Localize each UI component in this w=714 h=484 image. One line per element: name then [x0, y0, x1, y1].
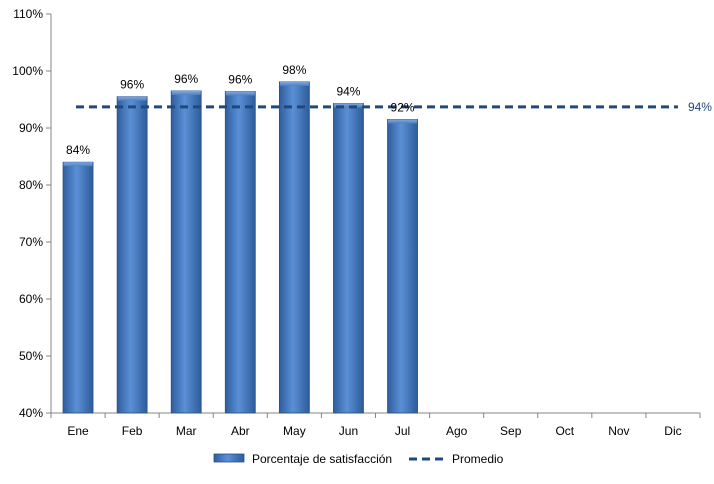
bar-top-highlight: [117, 96, 147, 101]
legend: Porcentaje de satisfacción Promedio: [213, 452, 504, 466]
x-tick-label: Sep: [500, 424, 522, 438]
average-data-label: 94%: [688, 100, 712, 114]
bars-layer: [62, 81, 418, 414]
bar-data-label: 84%: [66, 143, 90, 157]
x-tick-label: Jun: [339, 424, 358, 438]
bar-top-highlight: [171, 90, 201, 95]
bar: [116, 96, 148, 414]
bar-top-highlight: [388, 119, 418, 124]
x-tick-label: Nov: [608, 424, 629, 438]
x-tick-label: Ago: [446, 424, 468, 438]
bar-data-label: 96%: [174, 72, 198, 86]
y-tick-label: 90%: [19, 121, 43, 135]
bar-data-label: 96%: [228, 73, 252, 87]
bar-top-highlight: [333, 103, 363, 108]
x-tick-label: Dic: [664, 424, 681, 438]
bar: [62, 161, 94, 414]
x-tick-label: Feb: [122, 424, 143, 438]
x-tick-label: Abr: [231, 424, 250, 438]
bar-data-label: 92%: [391, 100, 415, 114]
x-tick-label: Oct: [555, 424, 574, 438]
bar: [387, 119, 418, 414]
bar-top-highlight: [225, 91, 255, 96]
x-tick-label: May: [283, 424, 306, 438]
bar-data-label: 94%: [336, 84, 360, 98]
x-tick-label: Ene: [67, 424, 89, 438]
bar-data-label: 96%: [120, 78, 144, 92]
y-tick-label: 80%: [19, 178, 43, 192]
bar-data-label: 98%: [282, 63, 306, 77]
bar-top-highlight: [63, 162, 93, 167]
legend-label-bar: Porcentaje de satisfacción: [252, 452, 392, 466]
y-tick-label: 40%: [19, 406, 43, 420]
bar: [333, 103, 364, 414]
y-tick-label: 100%: [12, 64, 43, 78]
y-tick-label: 110%: [13, 7, 43, 21]
data-labels-layer: 84% 96% 96% 96% 98% 94% 92%: [66, 63, 415, 157]
x-tick-label: Mar: [176, 424, 197, 438]
bar: [170, 90, 202, 414]
legend-swatch-bar: [213, 453, 245, 463]
axes-layer: 40% 50% 60% 70% 80% 90% 100% 110% Ene Feb Mar Abr Ma…: [12, 7, 701, 438]
legend-label-line: Promedio: [452, 452, 504, 466]
y-tick-label: 50%: [19, 349, 43, 363]
x-tick-label: Jul: [395, 424, 410, 438]
y-tick-label: 70%: [19, 235, 43, 249]
bar: [224, 91, 256, 414]
y-tick-label: 60%: [19, 292, 43, 306]
bar: [278, 81, 310, 414]
bar-top-highlight: [279, 81, 309, 86]
average-line-layer: 94%: [76, 100, 712, 114]
